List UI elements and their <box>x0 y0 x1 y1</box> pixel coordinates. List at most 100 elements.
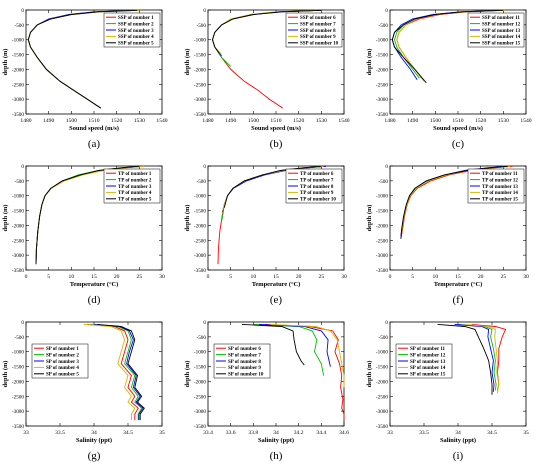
y-tick-label: -3500 <box>376 424 389 430</box>
y-tick-label: -1000 <box>194 194 207 200</box>
legend-entry: TP of number 8 <box>300 185 334 190</box>
series-line-3 <box>454 323 495 392</box>
y-tick-label: -3500 <box>194 112 207 118</box>
x-tick-label: 10 <box>69 274 75 280</box>
y-tick-label: -1000 <box>194 38 207 44</box>
x-tick-label: 1540 <box>520 118 531 124</box>
legend-entry: SSP of number 6 <box>300 16 336 21</box>
series-line-2 <box>90 323 143 421</box>
legend: SP of number 6SP of number 7 SP of number… <box>213 343 271 379</box>
series-line-5 <box>27 9 138 109</box>
x-tick-label: 1510 <box>88 118 99 124</box>
x-axis-label: Salinity (ppt) <box>258 437 294 444</box>
legend-entry: TP of number 14 <box>482 191 518 196</box>
x-tick-label: 35 <box>523 430 529 436</box>
y-tick-label: 0 <box>21 8 24 14</box>
y-tick-label: -3000 <box>12 97 25 103</box>
x-tick-label: 33.6 <box>226 430 236 436</box>
x-tick-label: 34.2 <box>294 430 304 436</box>
y-tick-label: -2500 <box>194 238 207 244</box>
legend-entry: SP of number 9 <box>228 366 261 371</box>
series-line-4 <box>464 323 500 394</box>
y-tick-label: -2000 <box>194 67 207 73</box>
series-line-3 <box>258 323 331 367</box>
x-tick-label: 33.4 <box>203 430 213 436</box>
series-line-5 <box>35 165 140 265</box>
x-tick-label: 33 <box>23 430 29 436</box>
y-axis-label: depth (m) <box>366 205 373 232</box>
legend-entry: SP of number 2 <box>46 353 79 358</box>
x-axis-label: Sound speed (m/s) <box>251 125 301 132</box>
x-axis-label: Sound speed (m/s) <box>433 125 483 132</box>
x-tick-label: 1490 <box>225 118 236 124</box>
panel-label: (e) <box>270 294 283 306</box>
y-axis-label: depth (m) <box>184 205 191 232</box>
series-line-5 <box>223 165 322 208</box>
legend-entry: TP of number 3 <box>118 185 152 190</box>
x-tick-label: 25 <box>137 274 143 280</box>
panel-label: (g) <box>88 450 101 462</box>
panel-label: (a) <box>88 138 101 150</box>
y-tick-label: -1500 <box>12 209 25 215</box>
x-tick-label: 34 <box>455 430 461 436</box>
legend-entry: SSP of number 11 <box>482 16 520 21</box>
x-tick-label: 1500 <box>66 118 77 124</box>
legend-entry: SP of number 1 <box>46 347 79 352</box>
x-axis-label: Temperature (°C) <box>70 281 119 288</box>
legend-entry: SSP of number 8 <box>300 29 336 34</box>
x-tick-label: 25 <box>319 274 325 280</box>
legend-entry: SSP of number 7 <box>300 22 336 27</box>
legend-entry: SSP of number 5 <box>118 42 154 47</box>
y-tick-label: -3000 <box>376 97 389 103</box>
x-tick-label: 20 <box>114 274 120 280</box>
y-tick-label: 0 <box>203 320 206 326</box>
x-tick-label: 20 <box>296 274 302 280</box>
y-tick-label: -1500 <box>12 53 25 59</box>
legend-entry: TP of number 10 <box>300 198 336 203</box>
y-tick-label: -1500 <box>376 209 389 215</box>
series-line-5 <box>97 323 145 421</box>
x-tick-label: 5 <box>47 274 50 280</box>
x-tick-label: 33 <box>387 430 393 436</box>
panel-label: (c) <box>452 138 465 150</box>
x-tick-label: 5 <box>229 274 232 280</box>
y-tick-label: -1000 <box>376 38 389 44</box>
y-tick-label: -3500 <box>376 112 389 118</box>
x-tick-label: 34.5 <box>487 430 497 436</box>
x-tick-label: 30 <box>523 274 529 280</box>
y-tick-label: -2000 <box>376 379 389 385</box>
legend-entry: SP of number 7 <box>228 353 261 358</box>
y-tick-label: -1000 <box>12 38 25 44</box>
y-axis-label: depth (m) <box>184 361 191 388</box>
y-tick-label: 0 <box>21 164 24 170</box>
x-axis-label: Temperature (°C) <box>434 281 483 288</box>
legend-entry: TP of number 11 <box>482 172 518 177</box>
series-line-5 <box>391 9 504 84</box>
y-axis-label: depth (m) <box>2 205 9 232</box>
y-tick-label: 0 <box>21 320 24 326</box>
x-tick-label: 15 <box>91 274 97 280</box>
y-tick-label: 0 <box>203 164 206 170</box>
y-tick-label: 0 <box>385 8 388 14</box>
y-tick-label: -2500 <box>194 82 207 88</box>
legend-entry: SSP of number 14 <box>482 35 521 40</box>
y-tick-label: -3000 <box>12 409 25 415</box>
y-tick-label: -3500 <box>376 268 389 274</box>
y-tick-label: -1500 <box>194 53 207 59</box>
series-line-1 <box>87 323 139 421</box>
legend-entry: TP of number 1 <box>118 172 152 177</box>
series-line-5 <box>241 323 305 366</box>
legend-entry: SP of number 13 <box>410 360 446 365</box>
x-tick-label: 10 <box>251 274 257 280</box>
y-tick-label: -500 <box>14 335 24 341</box>
x-tick-label: 1490 <box>407 118 418 124</box>
legend-entry: TP of number 13 <box>482 185 518 190</box>
legend-entry: SSP of number 4 <box>118 35 154 40</box>
